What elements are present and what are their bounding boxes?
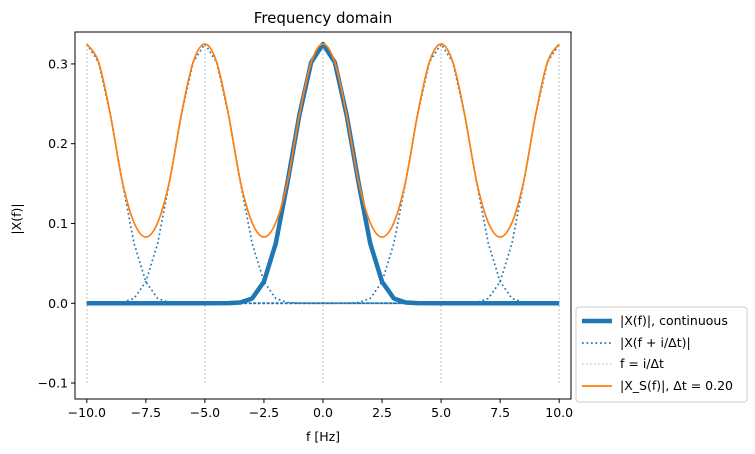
- y-tick-label: 0.1: [48, 216, 68, 231]
- y-tick-label: 0.0: [48, 296, 68, 311]
- legend-label-sampled: |X_S(f)|, Δt = 0.20: [620, 378, 733, 393]
- x-axis-label: f [Hz]: [306, 429, 340, 444]
- legend-label-shifted: |X(f + i/Δt)|: [620, 335, 691, 350]
- x-tick-label: −10.0: [68, 405, 106, 420]
- y-tick-label: 0.3: [48, 56, 68, 71]
- chart-title: Frequency domain: [254, 9, 392, 27]
- legend-label-sample-lines: f = i/Δt: [620, 356, 664, 371]
- legend: |X(f)|, continuous |X(f + i/Δt)| f = i/Δ…: [575, 306, 748, 403]
- legend-frame: [575, 306, 748, 403]
- shifted-spectrum-line-2: [86, 42, 560, 305]
- x-tick-label: 0.0: [313, 405, 333, 420]
- x-tick-label: 2.5: [372, 405, 392, 420]
- y-axis-label: |X(f)|: [9, 203, 24, 234]
- plot-area: [86, 41, 560, 384]
- shifted-spectrum-line-1: [86, 42, 560, 305]
- x-tick-label: 5.0: [431, 405, 451, 420]
- y-tick-label: −0.1: [38, 376, 68, 391]
- x-tick-label: −2.5: [249, 405, 279, 420]
- sampled-spectrum-line: [86, 43, 560, 238]
- y-tick-label: 0.2: [48, 136, 68, 151]
- axes-frame: [74, 31, 572, 400]
- legend-label-continuous: |X(f)|, continuous: [620, 313, 728, 328]
- x-tick-label: −5.0: [190, 405, 220, 420]
- x-tick-label: 10.0: [545, 405, 573, 420]
- axes: −10.0 −7.5 −5.0 −2.5 0.0 2.5 5.0 7.5 10.0 −0.1 0.0…: [38, 31, 573, 420]
- x-tick-label: 7.5: [490, 405, 510, 420]
- x-tick-label: −7.5: [131, 405, 161, 420]
